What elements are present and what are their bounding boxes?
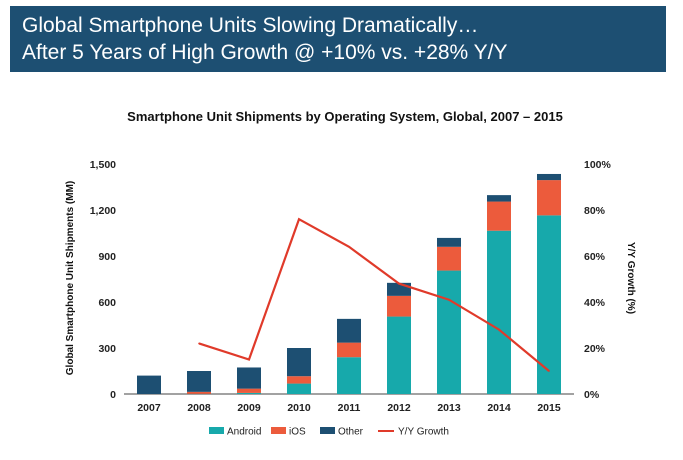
bar-segment-other (287, 348, 311, 377)
bar-segment-other (187, 371, 211, 392)
bar-segment-other (437, 237, 461, 247)
x-tick-label: 2010 (287, 402, 311, 414)
y2-tick-label: 100% (584, 159, 612, 171)
y2-axis-label: Y/Y Growth (%) (625, 242, 636, 314)
y-tick-label: 1,200 (90, 205, 116, 217)
bar-segment-other (487, 195, 511, 202)
bar-segment-other (537, 173, 561, 181)
x-tick-label: 2012 (387, 402, 411, 414)
growth-point (348, 246, 350, 248)
x-tick-label: 2014 (487, 402, 511, 414)
legend-label: Y/Y Growth (398, 427, 449, 438)
growth-point (498, 328, 500, 331)
bars (137, 173, 561, 394)
y-axis-ticks: 0 300 600 900 1,200 1,500 (90, 159, 116, 401)
bar-segment-ios (237, 388, 261, 393)
bar-segment-ios (537, 180, 561, 216)
y-tick-label: 1,500 (90, 159, 116, 171)
legend-swatch (271, 427, 286, 434)
x-tick-label: 2011 (338, 402, 361, 414)
bar-segment-ios (187, 391, 211, 394)
growth-point (198, 342, 200, 345)
bar-segment-android (487, 230, 511, 394)
y-tick-label: 900 (98, 251, 116, 263)
growth-point (248, 358, 250, 361)
legend: Android iOS Other Y/Y Growth (209, 427, 449, 438)
y2-tick-label: 20% (584, 343, 606, 355)
header-title-line1: Global Smartphone Units Slowing Dramatic… (22, 14, 479, 37)
bar-segment-android (387, 316, 411, 394)
legend-label: Android (227, 427, 261, 438)
y2-tick-label: 80% (584, 205, 606, 217)
bar-segment-ios (337, 342, 361, 358)
bar-segment-ios (437, 246, 461, 271)
header-banner: Global Smartphone Units Slowing Dramatic… (10, 6, 666, 72)
legend-label: iOS (289, 427, 306, 438)
bar-segment-ios (387, 295, 411, 317)
bar-segment-other (237, 367, 261, 389)
x-tick-label: 2008 (187, 402, 211, 414)
legend-label: Other (338, 427, 364, 438)
legend-swatch (209, 427, 224, 434)
chart-title: Smartphone Unit Shipments by Operating S… (127, 109, 563, 124)
growth-point (398, 282, 400, 285)
growth-point (448, 298, 450, 301)
bar-segment-android (437, 270, 461, 394)
bar-segment-android (537, 215, 561, 394)
header-title-line2: After 5 Years of High Growth @ +10% vs. … (22, 41, 508, 64)
y-tick-label: 300 (98, 343, 116, 355)
bar-segment-ios (287, 376, 311, 384)
bar-segment-ios (487, 201, 511, 231)
growth-line-layer (198, 217, 550, 372)
bar-segment-android (237, 392, 261, 394)
y2-axis-ticks: 0% 20% 40% 60% 80% 100% (584, 159, 612, 401)
bar-segment-android (287, 383, 311, 394)
x-tick-label: 2015 (537, 402, 561, 414)
y2-tick-label: 40% (584, 297, 606, 309)
bar-segment-android (337, 357, 361, 394)
x-tick-label: 2007 (137, 402, 161, 414)
bar-segment-other (387, 282, 411, 296)
x-tick-label: 2009 (237, 402, 261, 414)
x-axis-ticks: 2007 2008 2009 2010 2011 2012 2013 2014 2015 (137, 402, 561, 414)
bar-segment-other (337, 318, 361, 343)
y-tick-label: 600 (98, 297, 116, 309)
growth-line (198, 217, 550, 372)
y2-tick-label: 60% (584, 251, 606, 263)
legend-swatch (320, 427, 335, 434)
bar-segment-other (137, 375, 161, 394)
y-axis-label: Global Smartphone Unit Shipments (MM) (65, 181, 76, 375)
x-tick-label: 2013 (437, 402, 461, 414)
growth-point (298, 218, 300, 220)
y2-tick-label: 0% (584, 389, 600, 401)
growth-point (548, 370, 550, 372)
y-tick-label: 0 (110, 389, 116, 401)
